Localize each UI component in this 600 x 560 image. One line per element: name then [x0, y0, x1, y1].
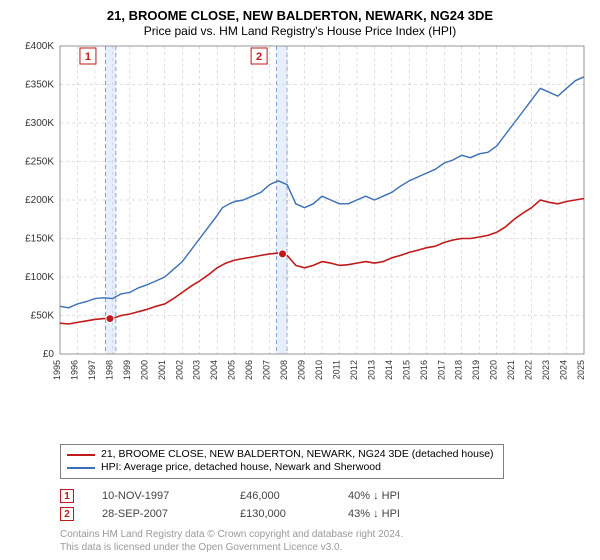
- chart-title-sub: Price paid vs. HM Land Registry's House …: [10, 24, 590, 38]
- chart-title-main: 21, BROOME CLOSE, NEW BALDERTON, NEWARK,…: [10, 8, 590, 24]
- svg-text:1996: 1996: [69, 360, 79, 380]
- svg-text:2016: 2016: [419, 360, 429, 380]
- svg-text:£150K: £150K: [25, 233, 54, 244]
- svg-text:2015: 2015: [401, 360, 411, 380]
- svg-text:2025: 2025: [576, 360, 586, 380]
- sale-price: £130,000: [240, 508, 320, 520]
- sale-pct: 40% ↓ HPI: [348, 490, 400, 502]
- svg-text:2017: 2017: [436, 360, 446, 380]
- svg-text:1997: 1997: [87, 360, 97, 380]
- svg-text:2001: 2001: [157, 360, 167, 380]
- svg-text:2011: 2011: [331, 360, 341, 379]
- price-chart: £0 £50K £100K £150K £200K £250K £300K £350K £400…: [10, 42, 590, 382]
- svg-text:2023: 2023: [541, 360, 551, 380]
- svg-text:2020: 2020: [489, 360, 499, 380]
- svg-text:2009: 2009: [297, 360, 307, 380]
- footer: Contains HM Land Registry data © Crown c…: [60, 529, 590, 554]
- svg-text:2002: 2002: [174, 360, 184, 380]
- svg-text:2019: 2019: [471, 360, 481, 380]
- legend-item-hpi: HPI: Average price, detached house, Newa…: [67, 461, 497, 475]
- svg-text:£200K: £200K: [25, 195, 54, 206]
- svg-text:2010: 2010: [314, 360, 324, 380]
- svg-text:2003: 2003: [192, 360, 202, 380]
- legend-swatch-property: [67, 454, 95, 456]
- svg-text:2013: 2013: [366, 360, 376, 380]
- sale-marker: 2: [60, 507, 74, 521]
- legend-swatch-hpi: [67, 467, 95, 469]
- svg-text:1995: 1995: [52, 360, 62, 380]
- legend: 21, BROOME CLOSE, NEW BALDERTON, NEWARK,…: [60, 444, 504, 479]
- svg-text:£300K: £300K: [25, 118, 54, 129]
- sale-marker: 1: [60, 489, 74, 503]
- legend-label-property: 21, BROOME CLOSE, NEW BALDERTON, NEWARK,…: [101, 448, 494, 462]
- svg-text:2021: 2021: [506, 360, 516, 380]
- svg-text:1: 1: [85, 51, 91, 63]
- svg-text:2: 2: [256, 51, 262, 63]
- svg-text:2022: 2022: [524, 360, 534, 380]
- svg-text:£250K: £250K: [25, 156, 54, 167]
- svg-text:£0: £0: [43, 349, 55, 360]
- svg-text:2008: 2008: [279, 360, 289, 380]
- sale-price: £46,000: [240, 490, 320, 502]
- sale-row: 2 28-SEP-2007 £130,000 43% ↓ HPI: [60, 507, 590, 521]
- svg-text:1998: 1998: [104, 360, 114, 380]
- sale-pct: 43% ↓ HPI: [348, 508, 400, 520]
- svg-text:2024: 2024: [559, 360, 569, 380]
- svg-text:2014: 2014: [384, 360, 394, 380]
- svg-text:2000: 2000: [139, 360, 149, 380]
- svg-text:£50K: £50K: [31, 310, 55, 321]
- svg-text:2007: 2007: [262, 360, 272, 380]
- svg-text:2006: 2006: [244, 360, 254, 380]
- sales-table: 1 10-NOV-1997 £46,000 40% ↓ HPI 2 28-SEP-2007…: [60, 485, 590, 525]
- svg-text:2018: 2018: [454, 360, 464, 380]
- svg-text:2005: 2005: [227, 360, 237, 380]
- legend-item-property: 21, BROOME CLOSE, NEW BALDERTON, NEWARK,…: [67, 448, 497, 462]
- legend-label-hpi: HPI: Average price, detached house, Newa…: [101, 461, 381, 475]
- svg-text:£350K: £350K: [25, 79, 54, 90]
- sale-date: 10-NOV-1997: [102, 490, 212, 502]
- footer-line2: This data is licensed under the Open Gov…: [60, 542, 590, 555]
- svg-text:1999: 1999: [122, 360, 132, 380]
- svg-text:2004: 2004: [209, 360, 219, 380]
- svg-text:£400K: £400K: [25, 42, 54, 52]
- footer-line1: Contains HM Land Registry data © Crown c…: [60, 529, 590, 542]
- sale-row: 1 10-NOV-1997 £46,000 40% ↓ HPI: [60, 489, 590, 503]
- svg-text:£100K: £100K: [25, 272, 54, 283]
- svg-text:2012: 2012: [349, 360, 359, 380]
- sale-date: 28-SEP-2007: [102, 508, 212, 520]
